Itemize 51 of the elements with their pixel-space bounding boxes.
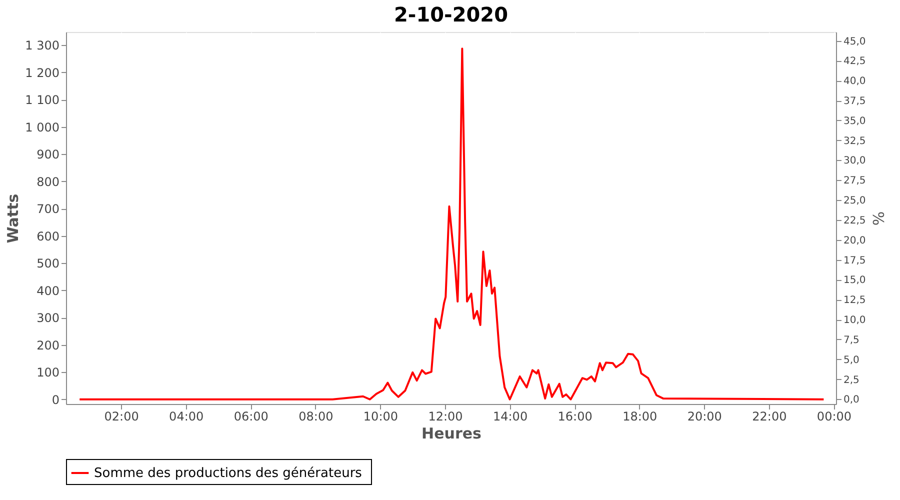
y2-tick-label: 40,0 bbox=[844, 76, 866, 88]
y2-tick-label: 22,5 bbox=[844, 215, 866, 226]
x-tick-label: 06:00 bbox=[234, 410, 268, 424]
x-tick-label: 18:00 bbox=[622, 410, 658, 424]
x-tick-label: 08:00 bbox=[298, 410, 334, 424]
y-tick-label: 400 bbox=[36, 284, 60, 298]
y2-axis-title: % bbox=[868, 211, 887, 226]
y2-tick-label: 15,0 bbox=[844, 275, 866, 286]
y2-tick-label: 35,0 bbox=[844, 116, 866, 127]
y-tick-label: 800 bbox=[36, 174, 60, 189]
y-tick-label: 900 bbox=[36, 148, 60, 162]
y2-tick-label: 12,5 bbox=[844, 295, 866, 306]
y2-tick-label: 27,5 bbox=[844, 176, 866, 187]
y-tick-label: 1 300 bbox=[25, 38, 60, 53]
x-tick-label: 16:00 bbox=[558, 410, 592, 424]
y2-tick-label: 2,5 bbox=[844, 374, 860, 386]
y-tick-label: 100 bbox=[36, 366, 60, 380]
y2-tick-label: 17,5 bbox=[844, 255, 866, 266]
y-tick-label: 600 bbox=[36, 229, 60, 244]
y-axis-title: Watts bbox=[4, 194, 22, 244]
y2-tick-label: 45,0 bbox=[844, 36, 866, 48]
x-tick-label: 10:00 bbox=[363, 410, 398, 424]
x-tick-label: 22:00 bbox=[752, 410, 787, 424]
y2-tick-label: 30,0 bbox=[844, 156, 866, 167]
x-tick-label: 14:00 bbox=[493, 410, 528, 424]
y2-tick-label: 37,5 bbox=[844, 96, 866, 108]
y2-tick-label: 25,0 bbox=[844, 196, 866, 207]
y-tick-label: 1 100 bbox=[25, 93, 60, 108]
y-tick-label: 1 000 bbox=[25, 120, 60, 134]
y-tick-label: 300 bbox=[36, 311, 60, 326]
y2-tick-label: 7,5 bbox=[844, 334, 860, 346]
y-tick-label: 200 bbox=[36, 338, 60, 352]
x-tick-label: 20:00 bbox=[687, 410, 722, 424]
y2-tick-label: 0,0 bbox=[844, 394, 860, 406]
y2-tick-label: 32,5 bbox=[844, 136, 866, 147]
y-tick-label: 700 bbox=[36, 202, 60, 216]
x-tick-label: 00:00 bbox=[816, 410, 852, 424]
y-tick-label: 1 200 bbox=[25, 66, 60, 80]
y2-tick-label: 10,0 bbox=[844, 315, 866, 326]
y-tick-label: 500 bbox=[36, 256, 60, 271]
y2-tick-label: 20,0 bbox=[844, 235, 866, 246]
y2-tick-label: 5,0 bbox=[844, 354, 860, 366]
x-tick-label: 12:00 bbox=[428, 410, 463, 424]
line-series bbox=[78, 48, 825, 400]
chart-title: 2-10-2020 bbox=[394, 2, 508, 26]
legend-label: Somme des productions des générateurs bbox=[94, 466, 362, 481]
x-tick-label: 02:00 bbox=[104, 410, 139, 424]
x-tick-label: 04:00 bbox=[169, 410, 204, 424]
y2-tick-label: 42,5 bbox=[844, 56, 866, 68]
y-tick-label: 0 bbox=[52, 392, 60, 407]
x-axis-title: Heures bbox=[422, 424, 482, 442]
